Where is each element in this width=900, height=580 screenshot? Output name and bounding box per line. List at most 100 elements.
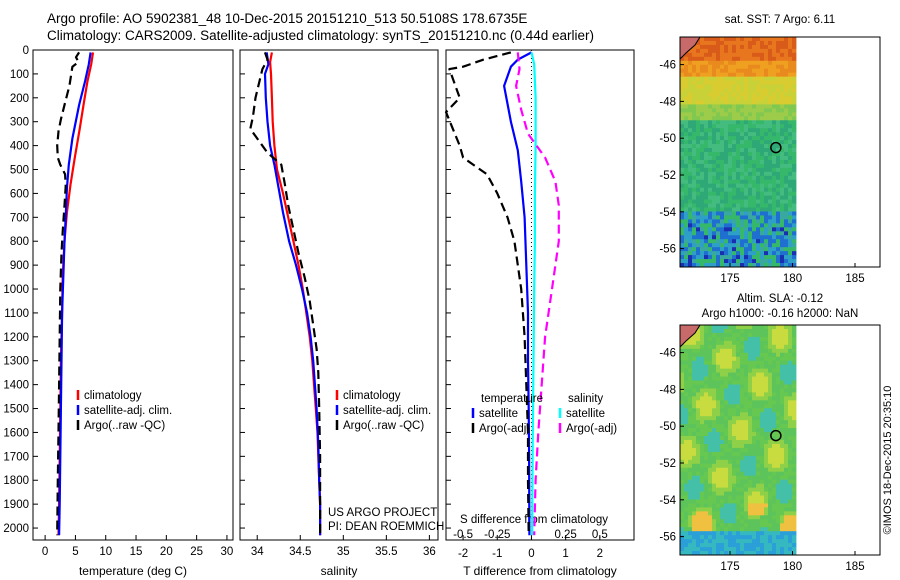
sla-map-subtitle: Argo h1000: -0.16 h2000: NaN [702, 308, 859, 320]
salinity-diff-tick-label: 0.5 [592, 529, 608, 541]
temperature-xtick-label: 15 [130, 546, 143, 558]
salinity-series-1 [263, 52, 322, 536]
sst-argo-position-marker [770, 141, 782, 154]
temperature-xtick-label: 30 [221, 546, 234, 558]
header-line-1: Argo profile: AO 5902381_48 10-Dec-2015 … [47, 11, 528, 26]
depth-tick-label: 1200 [3, 332, 29, 344]
sst-lon-label: 185 [845, 273, 864, 285]
sst-lat-label: -46 [659, 60, 676, 72]
depth-tick-label: 1700 [3, 451, 29, 463]
depth-tick-label: 1100 [4, 308, 29, 320]
salinity-legend-label: Argo(..raw -QC) [343, 420, 424, 432]
annotation-project: US ARGO PROJECT [328, 507, 437, 519]
salinity-xtick-label: 34.5 [289, 546, 311, 558]
sla-argo-position-marker [770, 429, 782, 442]
salinity-xtick-label: 35 [337, 546, 350, 558]
salinity-legend-label: Argo(-adj) [566, 423, 617, 435]
depth-tick-label: 2000 [3, 523, 29, 535]
depth-tick-label: 1000 [3, 284, 29, 296]
header-line-2: Climatology: CARS2009. Satellite-adjuste… [47, 28, 595, 43]
salinity-xtick-label: 35.5 [375, 546, 397, 558]
temperature-legend-label: Argo(-adj) [479, 423, 530, 435]
sla-lat-label: -48 [659, 384, 676, 396]
salinity-legend-label: climatology [343, 390, 401, 402]
temperature-diff-xlabel: T difference from climatology [463, 564, 617, 578]
sla-lon-label: 180 [783, 561, 802, 573]
difference-series-1 [444, 51, 530, 536]
sla-lat-label: -54 [659, 495, 676, 507]
depth-tick-label: 1500 [3, 404, 29, 416]
sst-lat-label: -56 [659, 244, 676, 256]
temperature-legend-title: temperature [481, 393, 543, 405]
salinity-plot-frame [239, 49, 439, 541]
sla-map-title: Altim. SLA: -0.12 [737, 293, 823, 305]
difference-series-2 [530, 52, 537, 536]
salinity-legend-label: satellite [566, 408, 605, 420]
temperature-xtick-label: 20 [160, 546, 173, 558]
depth-tick-label: 400 [10, 141, 29, 153]
temperature-xtick-label: 10 [99, 546, 112, 558]
imos-credit: ©IMOS 18-Dec-2015 20:35:10 [882, 386, 894, 535]
sla-lat-label: -46 [659, 348, 676, 360]
depth-tick-label: 800 [10, 236, 29, 248]
depth-tick-label: 1600 [3, 427, 29, 439]
depth-tick-label: 0 [23, 45, 29, 57]
sla-lat-label: -56 [659, 532, 676, 544]
sst-map-grid [680, 37, 797, 268]
temperature-xlabel: temperature (deg C) [79, 564, 187, 578]
temperature-series-1 [58, 52, 92, 536]
salinity-xlabel: salinity [321, 564, 358, 578]
depth-tick-label: 500 [10, 165, 29, 177]
sst-lat-label: -54 [659, 207, 676, 219]
sla-map-grid [680, 325, 797, 556]
sla-map-frame [679, 324, 881, 556]
salinity-diff-tick-label: -0.25 [484, 529, 510, 541]
sst-map-frame [679, 36, 881, 268]
temperature-series-2 [56, 51, 81, 536]
salinity-xtick-label: 36 [423, 546, 436, 558]
sst-lat-label: -52 [659, 170, 676, 182]
temperature-legend-label: climatology [84, 390, 142, 402]
depth-tick-label: 1900 [3, 499, 29, 511]
salinity-diff-tick-label: 0.25 [554, 529, 576, 541]
depth-tick-label: 1800 [3, 475, 29, 487]
annotation-pi: PI: DEAN ROEMMICH [328, 521, 444, 533]
difference-xtick-label: 1 [562, 548, 568, 560]
depth-tick-label: 300 [10, 117, 29, 129]
sla-lon-label: 175 [720, 561, 739, 573]
salinity-series-2 [249, 52, 322, 536]
depth-tick-label: 1400 [3, 380, 29, 392]
temperature-legend-label: Argo(..raw -QC) [84, 420, 165, 432]
sst-lon-label: 180 [783, 273, 802, 285]
depth-tick-label: 1300 [3, 356, 29, 368]
sla-lat-label: -50 [659, 421, 676, 433]
difference-xtick-label: -1 [492, 548, 502, 560]
depth-tick-label: 600 [10, 188, 29, 200]
difference-series-3 [514, 52, 560, 536]
difference-xtick-label: -2 [458, 548, 468, 560]
sst-lon-label: 175 [720, 273, 739, 285]
temperature-xtick-label: 5 [72, 546, 78, 558]
depth-tick-label: 200 [10, 93, 29, 105]
difference-plot-frame [445, 49, 635, 541]
temperature-legend-label: satellite-adj. clim. [84, 405, 172, 417]
temperature-xtick-label: 0 [42, 546, 48, 558]
temperature-xtick-label: 25 [190, 546, 203, 558]
sst-map-title: sat. SST: 7 Argo: 6.11 [725, 14, 835, 26]
temperature-legend-label: satellite [479, 408, 518, 420]
salinity-legend-title: salinity [568, 393, 603, 405]
difference-xtick-label: 2 [597, 548, 603, 560]
sla-lon-label: 185 [845, 561, 864, 573]
sla-lat-label: -52 [659, 458, 676, 470]
depth-tick-label: 100 [10, 69, 29, 81]
depth-tick-label: 700 [10, 212, 29, 224]
salinity-legend-label: satellite-adj. clim. [343, 405, 431, 417]
depth-tick-label: 900 [10, 260, 29, 272]
temperature-plot-frame [32, 49, 234, 541]
sst-lat-label: -48 [659, 96, 676, 108]
salinity-xtick-label: 34 [251, 546, 264, 558]
sst-lat-label: -50 [659, 133, 676, 145]
difference-series-0 [503, 51, 533, 536]
salinity-diff-tick-label: -0.5 [453, 529, 473, 541]
